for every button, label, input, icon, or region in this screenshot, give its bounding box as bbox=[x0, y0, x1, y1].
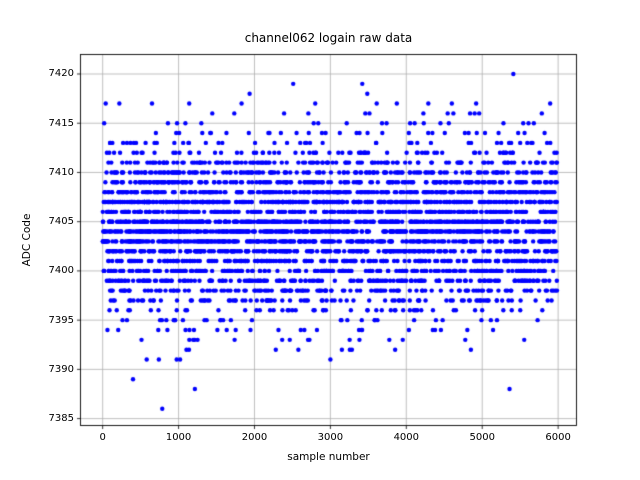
y-tick-label: 7415 bbox=[48, 117, 74, 129]
x-tick-label: 3000 bbox=[317, 432, 344, 443]
x-axis-label: sample number bbox=[287, 451, 370, 463]
x-tick-label: 2000 bbox=[241, 432, 268, 443]
x-tick-label: 5000 bbox=[469, 432, 495, 443]
y-tick-label: 7400 bbox=[48, 265, 74, 277]
y-tick-label: 7390 bbox=[48, 363, 74, 375]
y-tick-label: 7395 bbox=[48, 314, 74, 326]
y-tick-label: 7385 bbox=[48, 413, 74, 425]
y-tick-label: 7410 bbox=[48, 166, 74, 178]
x-tick-label: 1000 bbox=[165, 432, 192, 443]
y-tick-label: 7420 bbox=[48, 68, 74, 80]
x-tick-label: 0 bbox=[99, 432, 106, 443]
x-tick-label: 6000 bbox=[545, 432, 571, 443]
y-tick-label: 7405 bbox=[48, 216, 74, 228]
chart-title: channel062 logain raw data bbox=[244, 31, 413, 45]
x-tick-label: 4000 bbox=[393, 432, 420, 443]
